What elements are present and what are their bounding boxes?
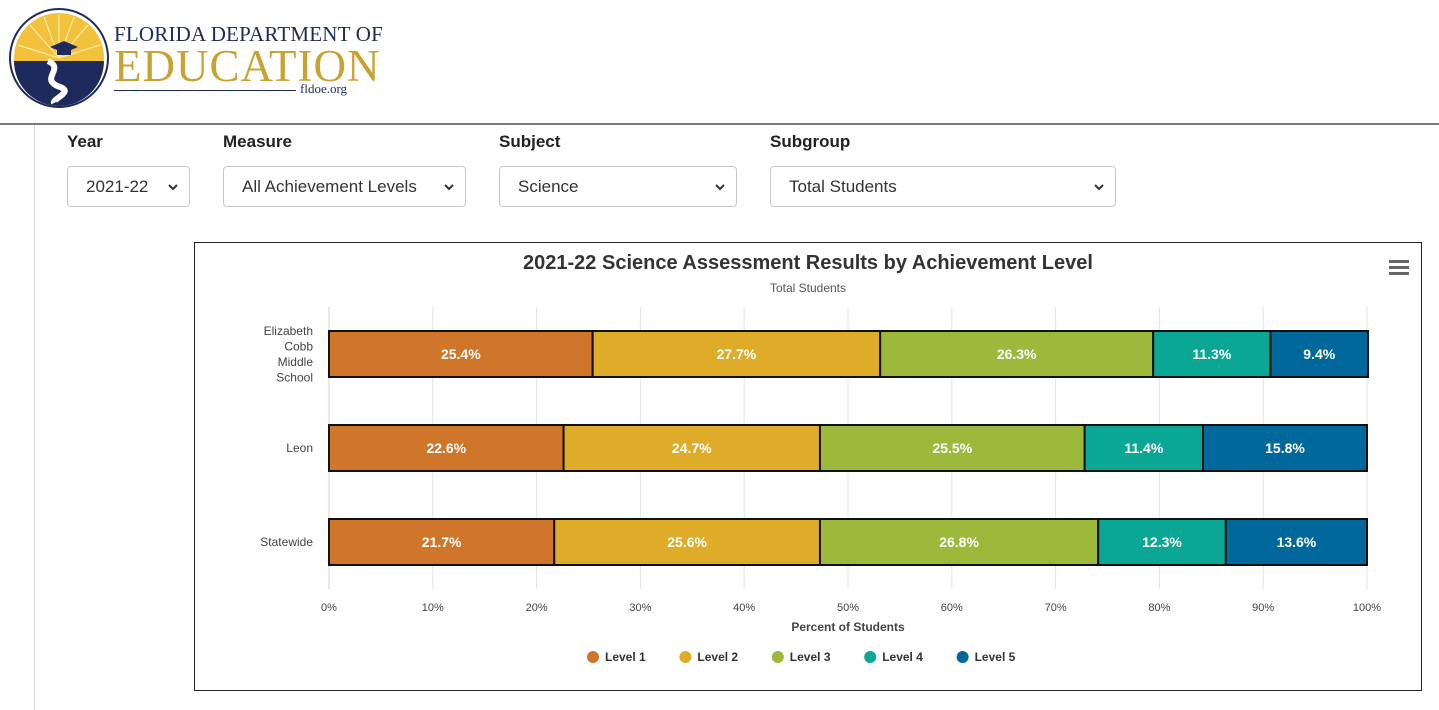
x-axis-title: Percent of Students <box>791 620 905 634</box>
data-label: 25.4% <box>441 346 481 362</box>
stacked-bar-chart: 0% 10% 20% 30% 40% 50% 60% 70% 80% 90% 100% Percent… <box>260 307 1381 664</box>
logo-line1: FLORIDA DEPARTMENT OF <box>114 22 383 46</box>
chevron-down-icon <box>444 184 454 191</box>
x-tick-label: 60% <box>941 602 963 614</box>
data-label: 24.7% <box>672 440 712 456</box>
chart-title: 2021-22 Science Assessment Results by Ac… <box>523 252 1093 274</box>
subject-select-value: Science <box>518 176 579 196</box>
subject-select[interactable]: Science <box>499 166 737 207</box>
year-label: Year <box>67 132 103 151</box>
measure-select-value: All Achievement Levels <box>242 176 417 196</box>
subgroup-select-value: Total Students <box>789 176 897 196</box>
chevron-down-icon <box>1094 184 1104 191</box>
legend-swatch <box>587 651 599 663</box>
legend-swatch <box>771 651 784 663</box>
subgroup-label: Subgroup <box>770 132 851 151</box>
y-category-label-line: Leon <box>286 441 313 455</box>
legend-item[interactable]: Level 2 <box>679 650 738 664</box>
x-tick-label: 30% <box>629 602 651 614</box>
measure-label: Measure <box>223 132 292 151</box>
year-select-value: 2021-22 <box>86 176 149 196</box>
measure-select[interactable]: All Achievement Levels <box>223 166 466 207</box>
data-label: 9.4% <box>1303 346 1335 362</box>
bar-segment <box>818 518 1100 566</box>
data-label: 13.6% <box>1277 534 1317 550</box>
y-category-label-line: Cobb <box>284 339 313 353</box>
bar-segment <box>591 330 882 378</box>
bar-segment <box>1083 424 1204 472</box>
x-tick-label: 20% <box>526 602 548 614</box>
subgroup-filter: Subgroup Total Students <box>770 132 1116 207</box>
bar-segment <box>1224 518 1369 566</box>
data-label: 25.5% <box>932 440 972 456</box>
legend-swatch <box>864 651 877 663</box>
x-tick-label: 0% <box>321 602 337 614</box>
legend-item[interactable]: Level 1 <box>587 650 646 664</box>
y-category-label-line: School <box>276 370 313 384</box>
legend-swatch <box>956 651 969 663</box>
year-filter: Year 2021-22 <box>67 132 190 207</box>
logo-rule <box>114 90 296 91</box>
data-label: 25.6% <box>667 534 707 550</box>
measure-filter: Measure All Achievement Levels <box>223 132 466 207</box>
logo-line2: EDUCATION <box>114 41 381 91</box>
legend-label: Level 1 <box>605 650 646 664</box>
legend-label: Level 3 <box>790 650 831 664</box>
legend-item[interactable]: Level 5 <box>956 650 1016 664</box>
bar-segment <box>553 518 821 566</box>
data-label: 22.6% <box>426 440 466 456</box>
x-tick-label: 40% <box>733 602 755 614</box>
legend-label: Level 2 <box>697 650 738 664</box>
x-tick-label: 10% <box>422 602 444 614</box>
bar-segment <box>562 424 821 472</box>
bar-segment <box>1269 330 1370 378</box>
x-tick-label: 50% <box>837 602 859 614</box>
bar-segment <box>818 424 1086 472</box>
data-label: 11.4% <box>1124 440 1163 456</box>
chart-subtitle: Total Students <box>769 281 847 295</box>
bar-segment <box>328 518 556 566</box>
data-label: 12.3% <box>1142 534 1182 550</box>
data-label: 26.8% <box>939 534 979 550</box>
fldoe-seal-logo[interactable] <box>8 7 110 109</box>
legend-item[interactable]: Level 4 <box>864 650 923 664</box>
x-tick-label: 90% <box>1252 602 1274 614</box>
bar-segment <box>328 330 594 378</box>
x-tick-label: 100% <box>1353 602 1381 614</box>
data-label: 27.7% <box>717 346 757 362</box>
legend-item[interactable]: Level 3 <box>771 650 831 664</box>
chevron-down-icon <box>715 184 725 191</box>
legend-swatch <box>679 651 692 663</box>
y-category-label: Leon <box>286 441 313 455</box>
x-tick-label: 70% <box>1045 602 1067 614</box>
y-category-label-line: Elizabeth <box>264 324 313 338</box>
data-label: 15.8% <box>1265 440 1305 456</box>
subject-label: Subject <box>499 132 561 151</box>
bar-segment <box>1201 424 1368 472</box>
chevron-down-icon <box>168 184 178 191</box>
chart-container: 0% 10% 20% 30% 40% 50% 60% 70% 80% 90% 100% Percent… <box>194 242 1422 691</box>
data-label: 26.3% <box>997 346 1037 362</box>
logo-url: fldoe.org <box>300 81 348 96</box>
legend-label: Level 5 <box>975 650 1016 664</box>
data-label: 11.3% <box>1192 346 1231 362</box>
bar-segment <box>879 330 1155 378</box>
y-category-label: Elizabeth Cobb Middle School <box>264 324 314 385</box>
subject-filter: Subject Science <box>499 132 737 207</box>
hamburger-menu-icon[interactable] <box>1389 259 1409 275</box>
x-tick-label: 80% <box>1148 602 1170 614</box>
site-header: FLORIDA DEPARTMENT OF EDUCATION fldoe.or… <box>0 0 1439 125</box>
year-select[interactable]: 2021-22 <box>67 166 190 207</box>
y-category-label-line: Middle <box>278 355 314 369</box>
logo-wordmark[interactable]: FLORIDA DEPARTMENT OF EDUCATION fldoe.or… <box>114 22 383 96</box>
subgroup-select[interactable]: Total Students <box>770 166 1116 207</box>
left-divider <box>34 125 35 710</box>
y-category-label-line: Statewide <box>260 535 313 549</box>
bar-segment <box>1097 518 1227 566</box>
data-label: 21.7% <box>422 534 462 550</box>
legend-label: Level 4 <box>882 650 923 664</box>
y-category-label: Statewide <box>260 535 313 549</box>
